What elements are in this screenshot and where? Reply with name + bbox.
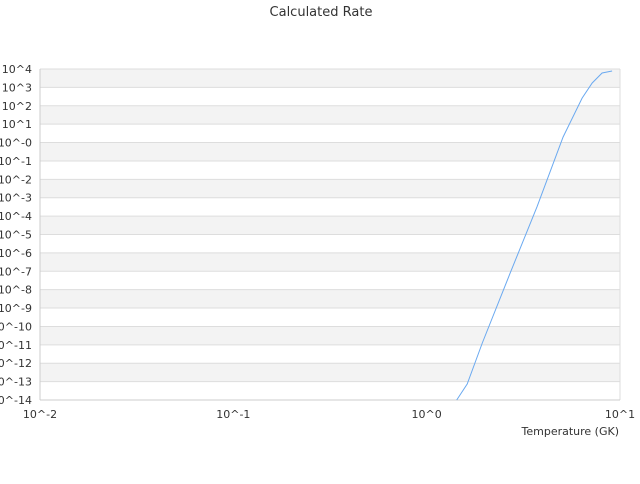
plot-band [40, 234, 620, 253]
x-axis: 10^-2 10^-1 10^0 10^1 [23, 408, 635, 421]
series-line [456, 70, 613, 401]
y-tick-label: 10^-11 [0, 339, 32, 352]
y-tick-label: 10^-5 [0, 229, 32, 242]
plot-band [40, 363, 620, 382]
y-tick-label: 10^-2 [0, 173, 32, 186]
plot-band [40, 124, 620, 143]
grid-lines [39, 68, 621, 401]
plot-band [40, 179, 620, 198]
y-tick-label: 10^-6 [0, 247, 32, 260]
plot-band [40, 197, 620, 217]
plot-band [40, 308, 620, 327]
y-tick-label: 10^3 [2, 81, 32, 94]
y-tick-label: 10^2 [2, 100, 32, 113]
plot-band [40, 289, 620, 309]
y-tick-label: 10^-4 [0, 210, 32, 223]
plot-band [40, 160, 620, 180]
plot-band [40, 381, 620, 400]
y-tick-label: 10^4 [2, 63, 32, 76]
chart-title: Calculated Rate [270, 5, 373, 20]
x-tick-label: 10^-1 [216, 408, 250, 421]
plot-band [40, 87, 620, 106]
series-lines [456, 70, 613, 401]
x-tick-label: 10^-2 [23, 408, 57, 421]
y-tick-label: 10^-13 [0, 376, 32, 389]
y-tick-label: 10^-10 [0, 320, 32, 333]
plot-band [40, 326, 620, 345]
y-axis: 10^4 10^3 10^2 10^1 10^-0 10^-1 10^-2 10^-3 10^-… [0, 63, 32, 407]
plot-band [40, 216, 620, 235]
plot-band [40, 69, 620, 88]
x-axis-label: Temperature (GK) [521, 425, 620, 438]
y-tick-label: 10^-0 [0, 137, 32, 150]
y-tick-label: 10^-9 [0, 302, 32, 315]
plot-band [40, 142, 620, 161]
y-tick-label: 10^-12 [0, 357, 32, 370]
y-tick-label: 10^-14 [0, 394, 32, 407]
plot-band [40, 252, 620, 272]
plot-band [40, 105, 620, 125]
plot-band [40, 344, 620, 364]
y-tick-label: 10^-7 [0, 265, 32, 278]
plot-bands [40, 69, 620, 400]
y-tick-label: 10^-8 [0, 284, 32, 297]
plot-band [40, 271, 620, 290]
x-tick-label: 10^1 [605, 408, 635, 421]
y-tick-label: 10^-1 [0, 155, 32, 168]
x-tick-label: 10^0 [412, 408, 442, 421]
y-tick-label: 10^1 [2, 118, 32, 131]
y-tick-label: 10^-3 [0, 192, 32, 205]
